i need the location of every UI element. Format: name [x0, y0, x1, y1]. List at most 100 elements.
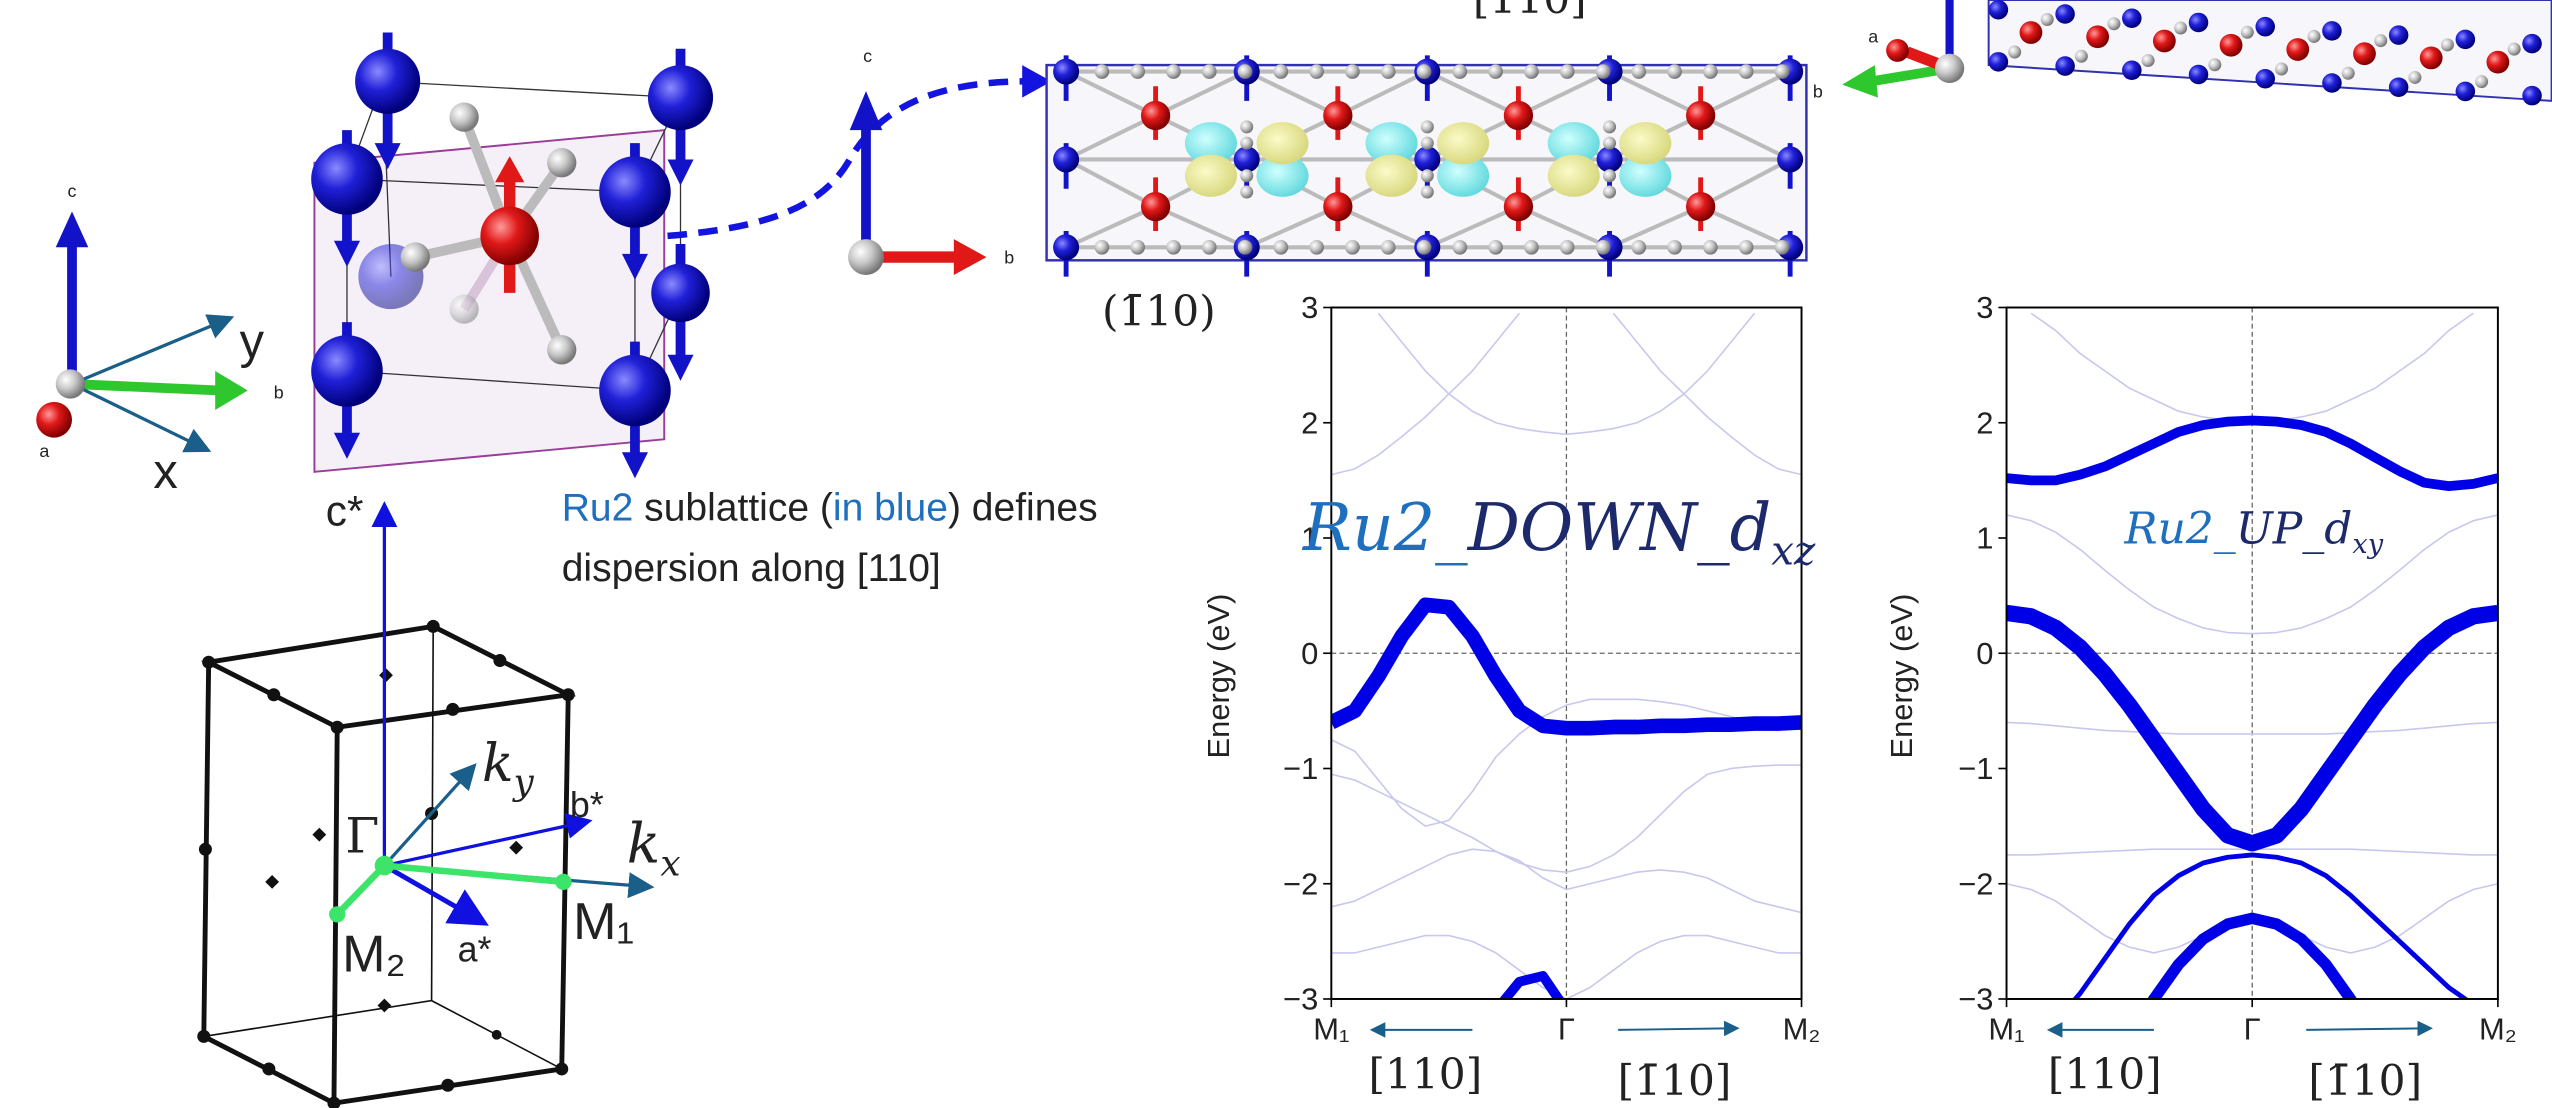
bz-label-part: k: [627, 812, 661, 876]
atom: [1414, 146, 1441, 173]
orbital-annotation: Ru2_DOWN_dxz: [1302, 491, 1816, 574]
direction-label: [1̄10]: [2308, 1056, 2422, 1105]
atom: [1488, 64, 1503, 79]
atom: [1053, 234, 1080, 261]
atom: [1703, 64, 1718, 79]
atom: [2122, 60, 2142, 81]
atom: [1240, 185, 1254, 199]
atom: [1503, 100, 1534, 131]
bond: [1245, 69, 1339, 118]
bond: [1065, 204, 1157, 250]
atom: [1667, 64, 1682, 79]
orbital-annotation: Ru2_UP_dxy: [2124, 503, 2384, 560]
direction-arrow: [1618, 1020, 1740, 1037]
slab-atoms: [1053, 55, 1804, 277]
atom: [2055, 4, 2075, 24]
atom: [1273, 239, 1289, 255]
atom: [2388, 77, 2409, 97]
atom: [1380, 239, 1396, 255]
atom: [2353, 42, 2376, 66]
atom: [2522, 33, 2542, 54]
y-tick-label: 1: [1976, 521, 1993, 556]
arrow-head: [1022, 65, 1052, 98]
atom: [1774, 64, 1790, 79]
bond: [1426, 69, 1520, 118]
annotation-part: DOWN_d: [1467, 491, 1772, 566]
atom: [2475, 75, 2489, 89]
atom: [1166, 64, 1181, 79]
x-tick-label: M₂: [2479, 1012, 2517, 1047]
atom: [1595, 239, 1611, 255]
orbital-lobe: [1365, 122, 1418, 165]
atom: [2322, 73, 2342, 93]
atom: [599, 156, 671, 228]
atom: [1233, 146, 1260, 173]
x-tick-label: Γ: [2244, 1012, 2261, 1047]
bz-path: [334, 862, 564, 917]
arrow-head: [849, 91, 883, 131]
bond: [1336, 204, 1429, 250]
atom: [1130, 64, 1146, 79]
band-line: [2006, 514, 2498, 635]
bz-label-part: k: [482, 734, 514, 794]
atom: [2286, 38, 2310, 61]
orbital-lobe: [1619, 122, 1672, 165]
atom: [1416, 64, 1432, 79]
band-chart: −3 −2 −1 0 1 2 3 M₁ Γ M₂ Energy (eV) [110] [1̄10] Ru2…: [1201, 290, 1821, 1105]
atom: [1777, 146, 1804, 173]
origin-sphere: [55, 369, 86, 399]
origin-sphere: [848, 239, 884, 275]
bond: [1608, 204, 1702, 250]
atom: [2055, 56, 2075, 76]
atom: [2040, 13, 2054, 27]
atom: [1524, 239, 1539, 255]
atom: [1596, 146, 1623, 173]
atom: [1603, 169, 1617, 183]
orbital-lobe: [1547, 154, 1600, 197]
atom: [1420, 120, 1434, 134]
y-axis-label: Energy (eV): [1201, 594, 1236, 759]
atom: [1603, 185, 1617, 199]
atom: [1686, 100, 1716, 131]
atom: [2074, 49, 2088, 63]
band-line: [1331, 848, 1802, 914]
gamma-point: [374, 855, 395, 876]
atom: [1140, 100, 1171, 131]
y-tick-label: 0: [1976, 636, 1993, 671]
bond: [1608, 69, 1702, 118]
atom: [1309, 239, 1324, 255]
axis-label: a: [1868, 26, 1878, 46]
atom: [1631, 64, 1647, 79]
caption-part: sublattice (: [633, 487, 833, 530]
atom: [1703, 239, 1718, 255]
band-line: [1331, 764, 1802, 874]
atom: [1452, 239, 1468, 255]
bz-label: b*: [570, 785, 604, 825]
axis-label: x: [153, 445, 177, 499]
structure-drawings: c b a y x c b b a (1̄10) [1̄10] Ru2 subl…: [36, 0, 2552, 1108]
atom: [2341, 66, 2355, 80]
y-tick-label: 0: [1301, 636, 1318, 671]
annotation-part: Ru2_: [2124, 503, 2236, 554]
bond: [1245, 204, 1339, 250]
atom: [1237, 64, 1253, 79]
bond: [1517, 204, 1611, 250]
atom: [2507, 42, 2521, 56]
direction-label: [1̄10]: [1473, 0, 1587, 23]
band-line: [1331, 312, 1802, 476]
atom: [2188, 12, 2209, 33]
atom: [1452, 64, 1468, 79]
axis-b-arrow: [71, 379, 221, 396]
atom: [1345, 64, 1360, 79]
atom: [1053, 146, 1080, 173]
atom: [1420, 136, 1434, 150]
atom: [449, 102, 479, 132]
atom: [2208, 58, 2222, 72]
arrow-head: [621, 452, 648, 479]
orbital-lobe: [1365, 154, 1418, 197]
y-tick-label: 3: [1301, 290, 1318, 325]
band-line: [2006, 721, 2498, 735]
y-tick-label: −1: [1283, 751, 1318, 786]
atom: [547, 335, 577, 365]
